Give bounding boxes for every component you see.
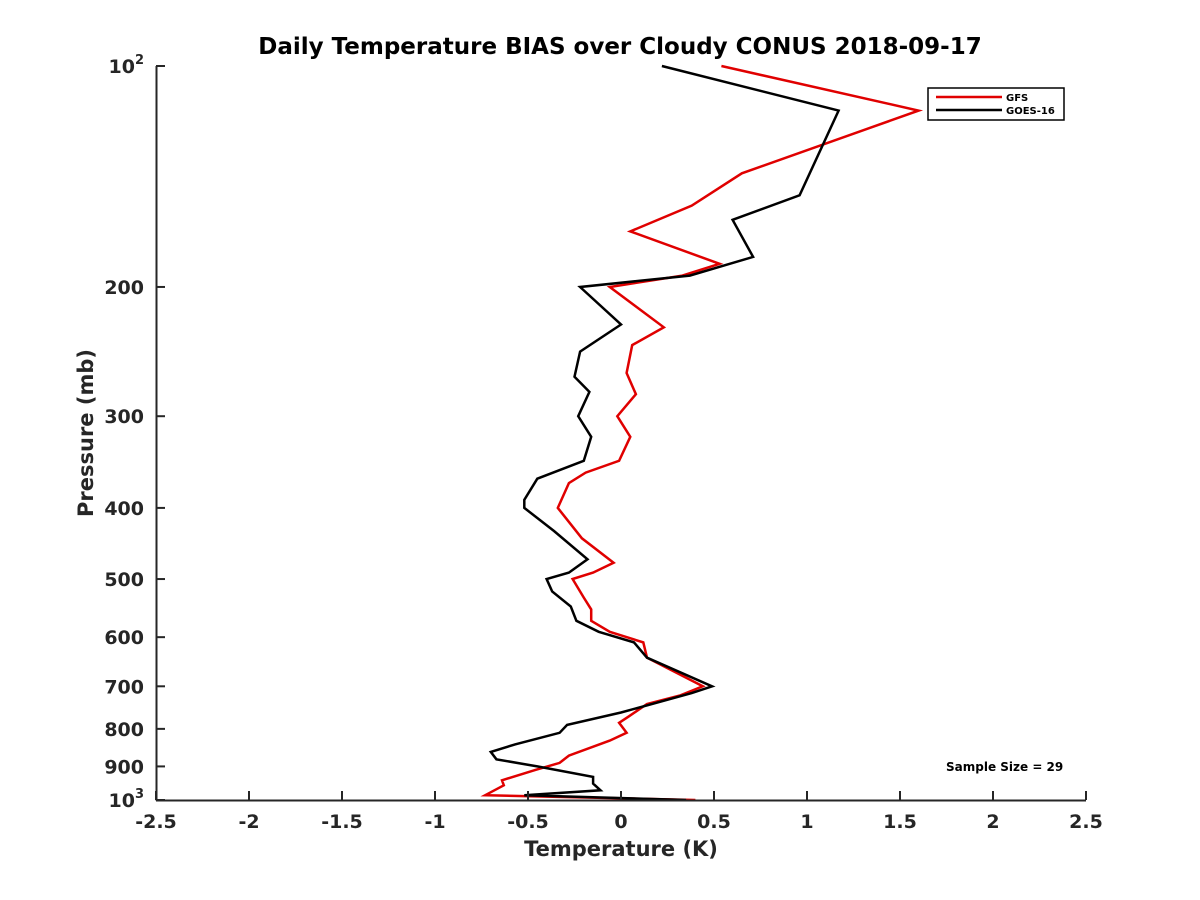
x-tick-label: 2 <box>986 811 999 833</box>
y-tick-label-base: 500 <box>104 569 144 591</box>
x-tick-label: -2 <box>238 811 259 833</box>
y-tick-label: 700 <box>104 676 144 698</box>
x-tick-label: -0.5 <box>507 811 549 833</box>
y-tick-label-base: 10 <box>109 56 135 78</box>
y-tick-label-base: 10 <box>109 790 135 812</box>
y-tick-label: 103 <box>109 787 145 812</box>
y-tick-label-exponent: 2 <box>135 53 144 68</box>
series-layer <box>480 64 924 802</box>
legend-label-goes16: GOES-16 <box>1006 106 1055 117</box>
y-axis-label: Pressure (mb) <box>74 349 98 517</box>
chart-title: Daily Temperature BIAS over Cloudy CONUS… <box>258 34 981 60</box>
y-tick-label-base: 700 <box>104 676 144 698</box>
x-tick-label: 0 <box>614 811 627 833</box>
x-tick-label: 2.5 <box>1069 811 1103 833</box>
series-line-goes16 <box>488 64 841 802</box>
y-tick-label: 200 <box>104 277 144 299</box>
y-tick-label-base: 200 <box>104 277 144 299</box>
x-tick-label: 1 <box>800 811 813 833</box>
x-tick-label: 0.5 <box>697 811 731 833</box>
y-tick-label: 600 <box>104 627 144 649</box>
y-tick-label-base: 900 <box>104 756 144 778</box>
y-tick-label: 500 <box>104 569 144 591</box>
y-tick-label: 900 <box>104 756 144 778</box>
x-axis-label: Temperature (K) <box>524 837 718 861</box>
y-tick-label: 400 <box>104 498 144 520</box>
y-tick-label-base: 800 <box>104 719 144 741</box>
x-tick-label: -2.5 <box>135 811 177 833</box>
x-tick-label: -1 <box>424 811 445 833</box>
legend-box <box>927 87 1065 121</box>
legend-label-gfs: GFS <box>1006 93 1028 104</box>
y-tick-label: 102 <box>109 53 145 78</box>
series-line-gfs <box>480 64 924 802</box>
y-tick-label: 800 <box>104 719 144 741</box>
x-tick-label: 1.5 <box>883 811 917 833</box>
y-tick-label-base: 600 <box>104 627 144 649</box>
x-axis-ticks: -2.5 -2 -1.5 -1 -0.5 0 0.5 1 1.5 2 2.5 <box>135 791 1103 833</box>
y-tick-label-base: 300 <box>104 406 144 428</box>
legend: GFS GOES-16 <box>927 87 1065 121</box>
x-tick-label: -1.5 <box>321 811 363 833</box>
sample-size-annotation: Sample Size = 29 <box>946 760 1063 774</box>
y-tick-label-base: 400 <box>104 498 144 520</box>
y-tick-label-exponent: 3 <box>135 787 144 802</box>
y-tick-label: 300 <box>104 406 144 428</box>
